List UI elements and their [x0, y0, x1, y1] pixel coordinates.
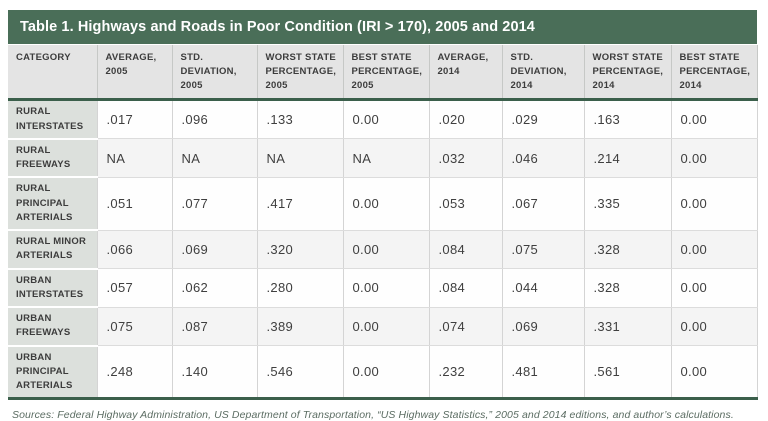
table-title: Table 1. Highways and Roads in Poor Cond… — [8, 10, 757, 45]
table-row: RURAL INTERSTATES .017 .096 .133 0.00 .0… — [8, 99, 758, 140]
table-cell: .044 — [501, 268, 584, 308]
table-cell: .232 — [428, 345, 502, 399]
table-cell: 0.00 — [342, 345, 429, 399]
table-cell: 0.00 — [342, 177, 429, 231]
table-cell: .140 — [171, 345, 257, 399]
table-cell: .320 — [256, 230, 343, 270]
table-cell: 0.00 — [670, 177, 758, 231]
table-cell: .075 — [96, 307, 172, 347]
table-cell: .214 — [583, 138, 671, 178]
column-header-best-2005: BEST STATE PERCENTAGE, 2005 — [342, 45, 429, 100]
table-row: RURAL MINOR ARTERIALS .066 .069 .320 0.0… — [8, 230, 758, 270]
table-cell: .417 — [256, 177, 343, 231]
table-cell: 0.00 — [670, 230, 758, 270]
row-header: RURAL FREEWAYS — [8, 138, 97, 179]
table-cell: 0.00 — [342, 99, 429, 140]
column-header-category: CATEGORY — [8, 45, 97, 100]
table-cell: 0.00 — [670, 345, 758, 399]
table-cell: .087 — [171, 307, 257, 347]
table-cell: 0.00 — [342, 307, 429, 347]
table-cell: .057 — [96, 268, 172, 308]
column-header-worst-2014: WORST STATE PERCENTAGE, 2014 — [583, 45, 671, 100]
table-row: URBAN PRINCIPAL ARTERIALS .248 .140 .546… — [8, 345, 758, 399]
table-cell: .067 — [501, 177, 584, 231]
table-cell: .163 — [583, 99, 671, 140]
table-cell: .053 — [428, 177, 502, 231]
table-cell: 0.00 — [670, 99, 758, 140]
table-cell: .084 — [428, 268, 502, 308]
table-cell: .069 — [501, 307, 584, 347]
table-cell: .020 — [428, 99, 502, 140]
row-header: URBAN INTERSTATES — [8, 268, 97, 309]
table-cell: .096 — [171, 99, 257, 140]
table-cell: 0.00 — [342, 230, 429, 270]
table-cell: NA — [96, 138, 172, 178]
table-cell: .481 — [501, 345, 584, 399]
table-row: URBAN INTERSTATES .057 .062 .280 0.00 .0… — [8, 268, 758, 309]
column-header-best-2014: BEST STATE PERCENTAGE, 2014 — [670, 45, 758, 100]
table-card: Table 1. Highways and Roads in Poor Cond… — [8, 10, 758, 421]
table-cell: .561 — [583, 345, 671, 399]
table-cell: 0.00 — [342, 268, 429, 308]
column-header-stddev-2014: STD. DEVIATION, 2014 — [501, 45, 584, 100]
source-note: Sources: Federal Highway Administration,… — [12, 409, 734, 421]
column-header-average-2005: AVERAGE, 2005 — [96, 45, 172, 100]
column-header-stddev-2005: STD. DEVIATION, 2005 — [171, 45, 257, 100]
table-cell: .133 — [256, 99, 343, 140]
table-row: RURAL FREEWAYS NA NA NA NA .032 .046 .21… — [8, 138, 758, 179]
table-cell: .328 — [583, 268, 671, 308]
table-cell: .017 — [96, 99, 172, 140]
table-cell: .051 — [96, 177, 172, 231]
table-cell: .069 — [171, 230, 257, 270]
table-cell: .032 — [428, 138, 502, 178]
row-header: URBAN FREEWAYS — [8, 307, 97, 347]
table-header: CATEGORY AVERAGE, 2005 STD. DEVIATION, 2… — [8, 45, 758, 100]
row-header: RURAL PRINCIPAL ARTERIALS — [8, 177, 97, 232]
table-cell: .280 — [256, 268, 343, 308]
table-row: URBAN FREEWAYS .075 .087 .389 0.00 .074 … — [8, 307, 758, 347]
table-cell: 0.00 — [670, 307, 758, 347]
table-body: RURAL INTERSTATES .017 .096 .133 0.00 .0… — [8, 99, 758, 399]
table-cell: NA — [256, 138, 343, 178]
column-header-worst-2005: WORST STATE PERCENTAGE, 2005 — [256, 45, 343, 100]
header-row: CATEGORY AVERAGE, 2005 STD. DEVIATION, 2… — [8, 45, 758, 100]
table-cell: .066 — [96, 230, 172, 270]
row-header: RURAL MINOR ARTERIALS — [8, 230, 97, 270]
column-header-average-2014: AVERAGE, 2014 — [428, 45, 502, 100]
table-cell: .062 — [171, 268, 257, 308]
table-cell: NA — [171, 138, 257, 178]
table-cell: .046 — [501, 138, 584, 178]
row-header: URBAN PRINCIPAL ARTERIALS — [8, 345, 97, 399]
table-cell: .029 — [501, 99, 584, 140]
table-cell: .331 — [583, 307, 671, 347]
table-cell: .077 — [171, 177, 257, 231]
table-row: RURAL PRINCIPAL ARTERIALS .051 .077 .417… — [8, 177, 758, 232]
table-cell: .248 — [96, 345, 172, 399]
table-cell: .084 — [428, 230, 502, 270]
table-cell: .389 — [256, 307, 343, 347]
row-header: RURAL INTERSTATES — [8, 99, 97, 140]
table-cell: .546 — [256, 345, 343, 399]
table-cell: .328 — [583, 230, 671, 270]
highways-table: CATEGORY AVERAGE, 2005 STD. DEVIATION, 2… — [8, 45, 758, 401]
table-cell: 0.00 — [670, 138, 758, 178]
table-cell: .074 — [428, 307, 502, 347]
table-cell: 0.00 — [670, 268, 758, 308]
table-cell: NA — [342, 138, 429, 178]
table-cell: .075 — [501, 230, 584, 270]
table-cell: .335 — [583, 177, 671, 231]
